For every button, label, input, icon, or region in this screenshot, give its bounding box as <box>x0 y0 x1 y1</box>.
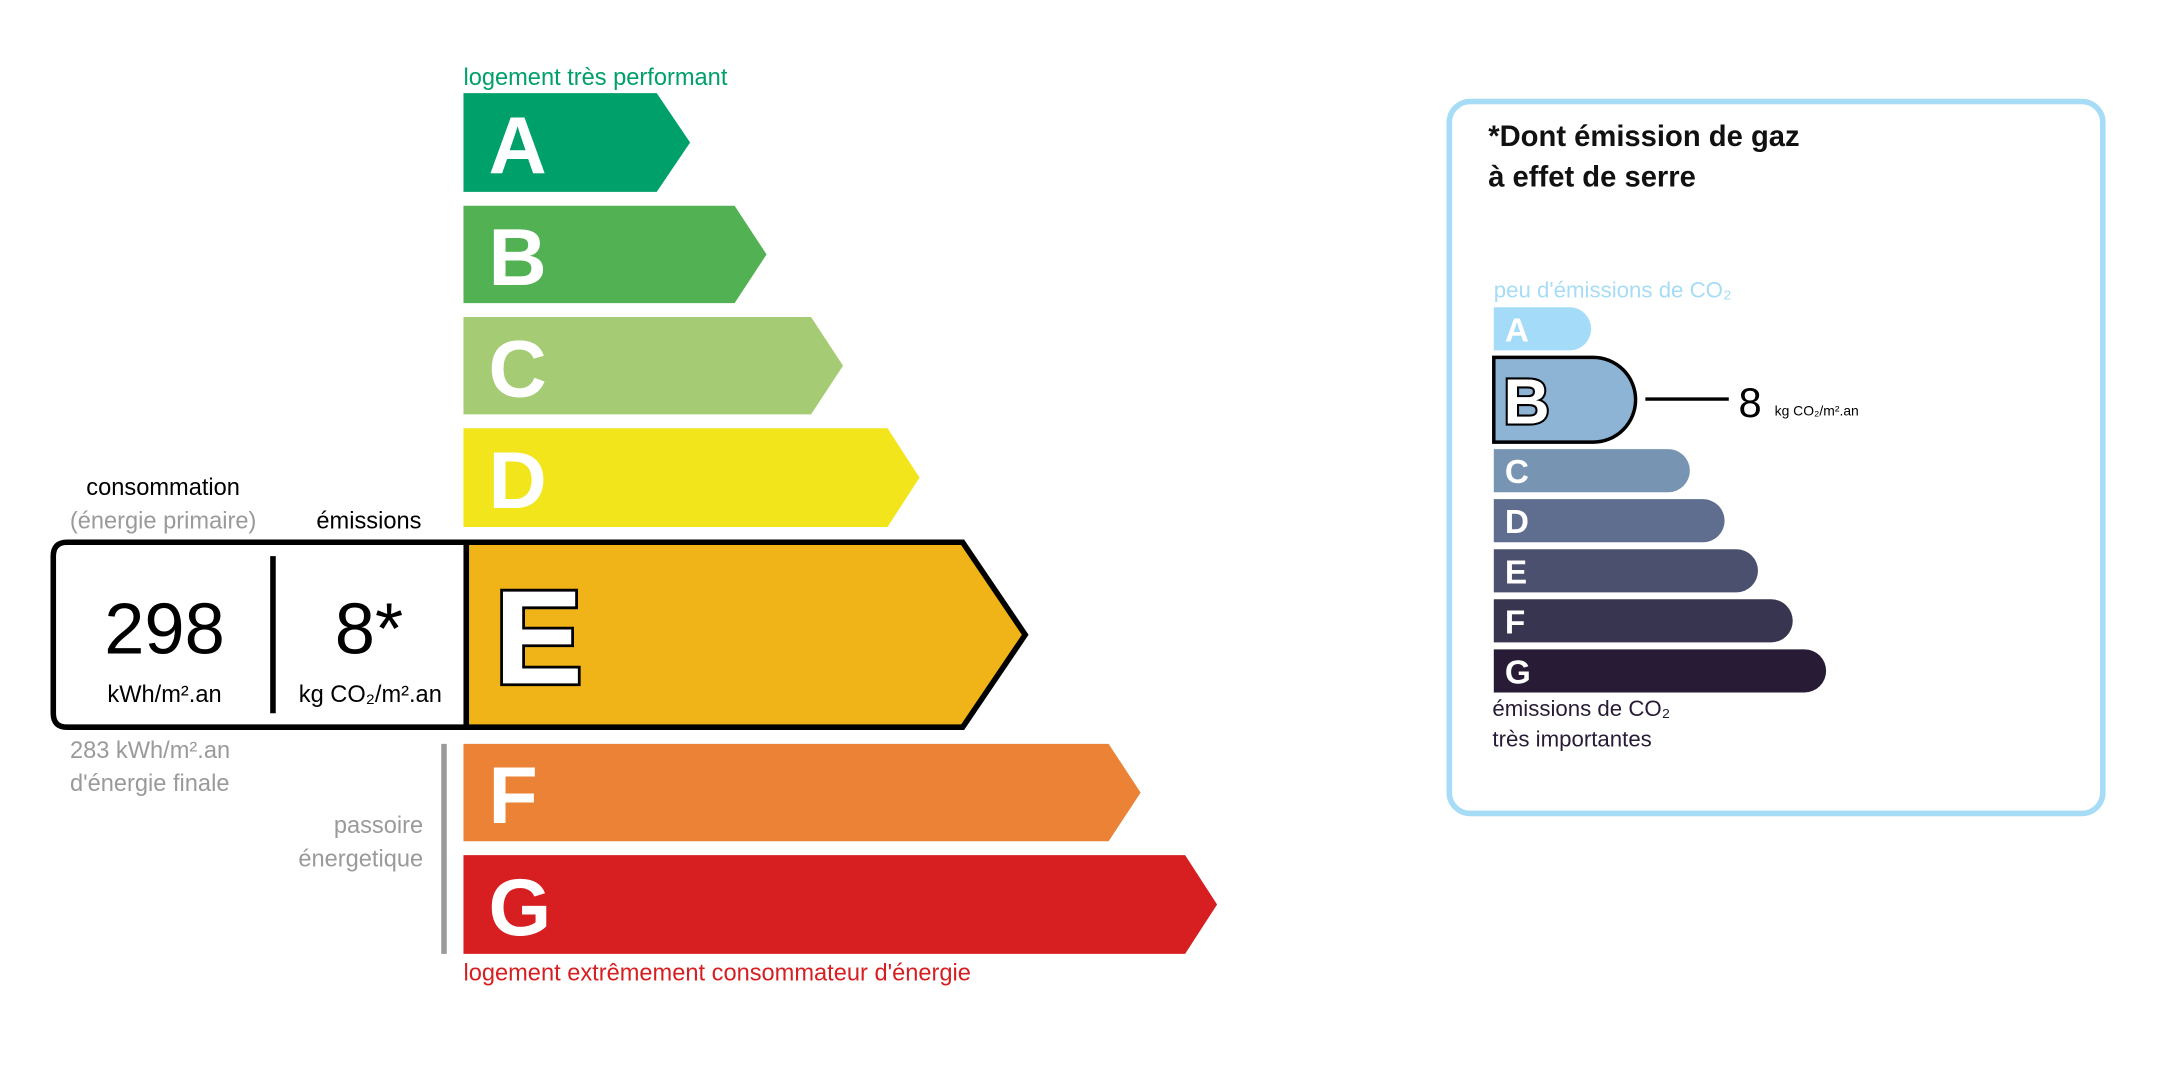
ges-title-1: *Dont émission de gaz <box>1488 121 1799 153</box>
energy-letter-a: A <box>488 101 546 191</box>
energy-bar-f <box>463 743 1141 842</box>
energy-bar-a <box>463 93 691 192</box>
ges-letter-d: D <box>1505 504 1529 541</box>
ges-letter-b: B <box>1504 365 1550 437</box>
energy-bar-g <box>463 855 1218 954</box>
ges-title-2: à effet de serre <box>1488 161 1696 193</box>
ges-letter-e: E <box>1505 554 1527 591</box>
final-energy-value: 283 kWh/m².an <box>70 738 230 764</box>
ges-letter-g: G <box>1505 654 1531 691</box>
ges-bar-g <box>1493 649 1827 693</box>
final-energy-label: d'énergie finale <box>70 771 230 797</box>
ges-letter-f: F <box>1505 604 1525 641</box>
energy-bar-d <box>463 428 920 527</box>
energy-letter-c: C <box>488 324 546 414</box>
passoire-label-2: énergetique <box>298 846 423 872</box>
ges-bar-a <box>1493 307 1592 351</box>
energy-bar-c <box>463 317 844 415</box>
passoire-label-1: passoire <box>334 813 423 839</box>
energy-letter-b: B <box>488 213 546 303</box>
emissions-unit: kg CO₂/m².an <box>299 682 442 708</box>
energy-letter-g: G <box>488 863 551 953</box>
ges-bar-d <box>1493 499 1725 543</box>
ges-bar-e <box>1493 549 1758 593</box>
consumption-unit: kWh/m².an <box>107 682 221 708</box>
ges-unit: kg CO₂/m².an <box>1775 403 1859 419</box>
energy-top-label: logement très performant <box>463 65 727 91</box>
ges-bottom-label-1: émissions de CO₂ <box>1492 696 1670 721</box>
energy-letter-e: E <box>494 563 583 712</box>
ges-bottom-label-2: très importantes <box>1492 727 1651 752</box>
emissions-label: émissions <box>316 508 421 534</box>
energy-bar-b <box>463 205 767 304</box>
energy-letter-d: D <box>488 436 546 526</box>
consumption-sublabel: (énergie primaire) <box>70 508 256 534</box>
value-box <box>50 539 470 730</box>
ges-value: 8 <box>1739 379 1762 426</box>
consumption-value: 298 <box>104 590 225 670</box>
ges-letter-a: A <box>1505 312 1529 349</box>
ges-bar-f <box>1493 599 1793 643</box>
energy-bottom-label: logement extrêmement consommateur d'éner… <box>463 960 970 986</box>
ges-bar-b <box>1492 355 1638 444</box>
ges-letter-c: C <box>1505 454 1529 491</box>
consumption-label: consommation <box>86 475 240 501</box>
emissions-value: 8* <box>335 590 403 670</box>
ges-bar-c <box>1493 449 1690 493</box>
energy-letter-f: F <box>488 751 537 841</box>
ges-top-label: peu d'émissions de CO₂ <box>1494 278 1732 303</box>
